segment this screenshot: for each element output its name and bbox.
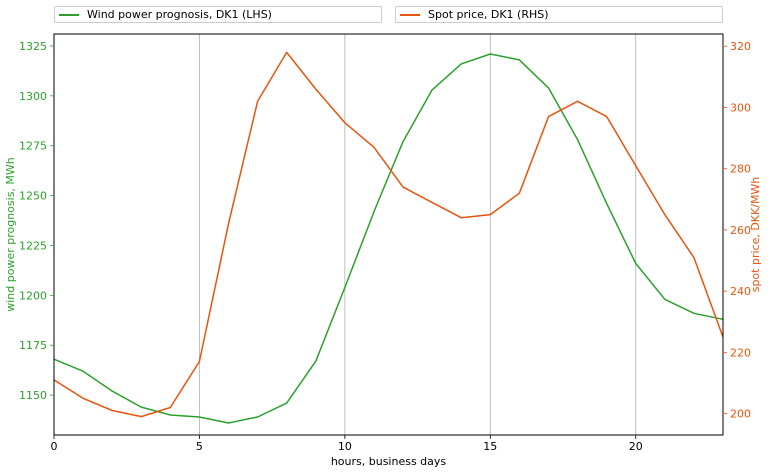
x-tick-label: 15: [483, 440, 497, 453]
y-right-tick-label: 300: [730, 101, 751, 114]
x-tick-label: 0: [51, 440, 58, 453]
x-tick-label: 10: [338, 440, 352, 453]
y-axis-left-label: wind power prognosis, MWh: [4, 157, 17, 312]
legend-spot-swatch: [400, 13, 420, 16]
x-axis: 0 5 10 15 20: [51, 435, 643, 453]
x-tick-label: 5: [196, 440, 203, 453]
spot-price-series-line: [53, 51, 724, 418]
y-right-tick-label: 320: [730, 40, 751, 53]
wind-power-series-line: [53, 53, 724, 424]
x-tick-label: 20: [629, 440, 643, 453]
y-right-tick-label: 200: [730, 408, 751, 421]
y-right-tick-label: 240: [730, 285, 751, 298]
legend-spot-label: Spot price, DK1 (RHS): [428, 8, 549, 21]
y-left-tick-label: 1300: [19, 90, 47, 103]
gridlines: [199, 34, 637, 435]
y-axis-left: 1150 1175 1200 1225 1250 1275 1300 1325: [19, 40, 54, 402]
x-axis-label: hours, business days: [331, 455, 447, 468]
series-lines: [53, 51, 724, 424]
y-right-tick-label: 260: [730, 224, 751, 237]
y-left-tick-label: 1225: [19, 239, 47, 252]
y-left-tick-label: 1175: [19, 339, 47, 352]
y-left-tick-label: 1200: [19, 289, 47, 302]
y-left-tick-label: 1150: [19, 389, 47, 402]
legend-spot: Spot price, DK1 (RHS): [395, 6, 723, 23]
legend-wind-swatch: [59, 13, 79, 16]
y-right-tick-label: 280: [730, 163, 751, 176]
y-axis-right-label: spot price, DKK/MWh: [749, 177, 762, 293]
y-left-tick-label: 1275: [19, 140, 47, 153]
y-left-tick-label: 1325: [19, 40, 47, 53]
legend-wind: Wind power prognosis, DK1 (LHS): [54, 6, 382, 23]
y-axis-right: 200 220 240 260 280 300 320: [723, 40, 751, 421]
legend-wind-label: Wind power prognosis, DK1 (LHS): [87, 8, 272, 21]
y-left-tick-label: 1250: [19, 190, 47, 203]
plot-frame: [53, 33, 724, 436]
y-right-tick-label: 220: [730, 346, 751, 359]
